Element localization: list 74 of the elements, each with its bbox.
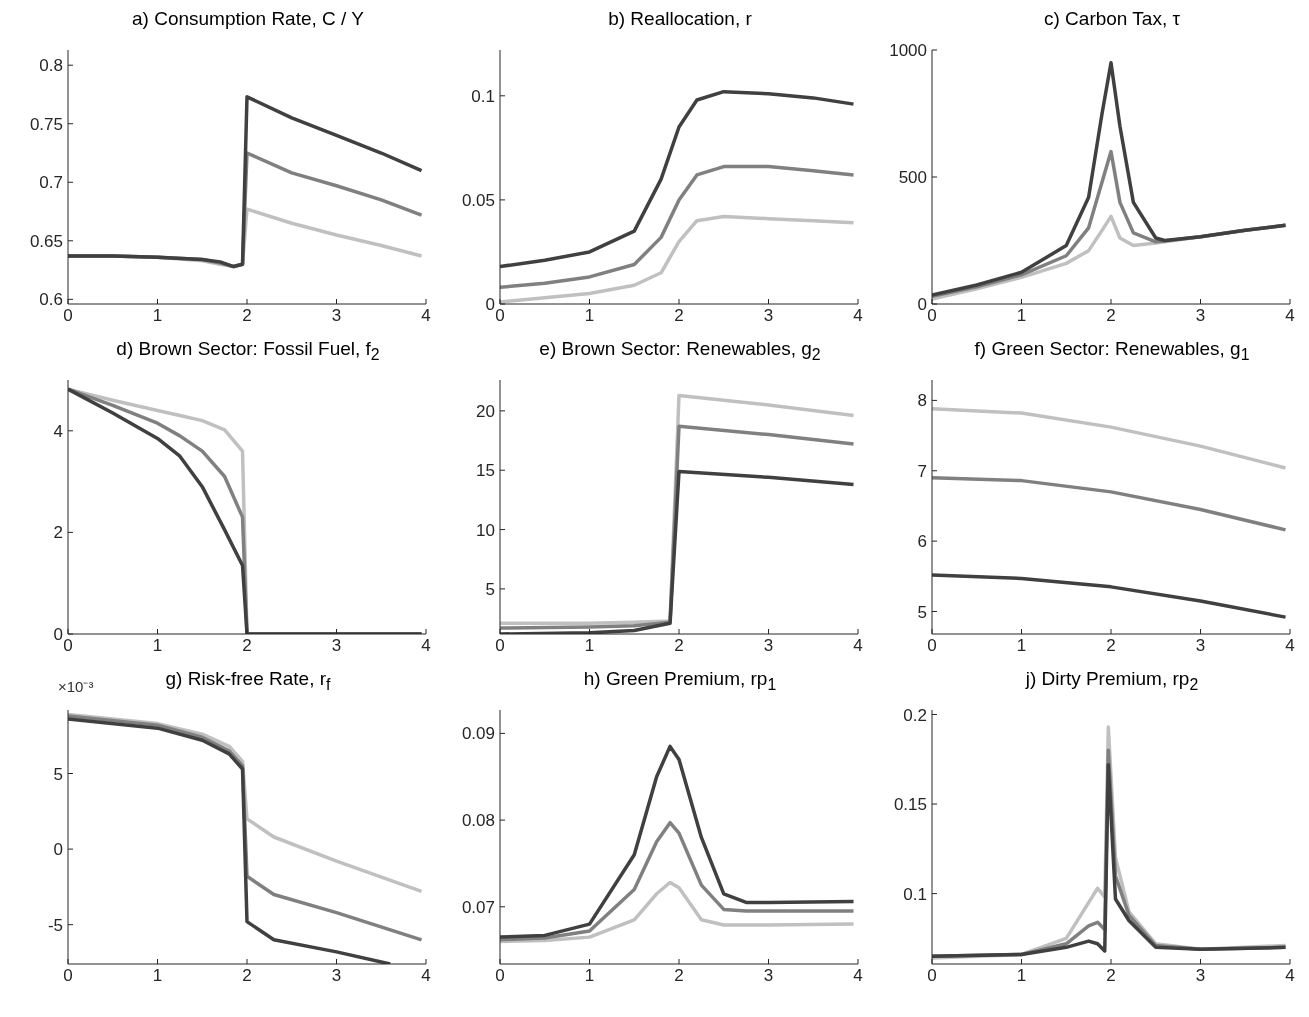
x-tick-label: 4 [853,306,863,326]
chart-title: j) Dirty Premium, rp$_{2}$ [1024,668,1200,695]
x-tick-label: 2 [1106,636,1116,656]
x-tick-label: 4 [853,636,863,656]
x-tick-label: 3 [763,306,774,326]
x-tick-label: 3 [763,966,774,986]
chart-title: f) Green Sector: Renewables, g$_{1}$ [973,338,1251,365]
x-tick-label: 3 [331,966,342,986]
chart-title: e) Brown Sector: Renewables, g$_{2}$ [538,338,822,365]
y-tick-label: 0.07 [461,897,495,917]
x-tick-label: 3 [1195,306,1206,326]
x-tick-label: 2 [242,966,252,986]
x-tick-label: 4 [421,966,431,986]
y-tick-label: 0.6 [39,290,63,310]
x-tick-label: 3 [763,636,774,656]
y-tick-label: 20 [476,401,495,421]
x-tick-label: 2 [1106,306,1116,326]
x-tick-label: 1 [584,306,595,326]
y-tick-label: 7 [917,461,927,481]
x-tick-label: 2 [242,306,252,326]
y-tick-label: 1000 [889,41,927,61]
x-tick-label: 3 [1195,636,1206,656]
x-tick-label: 3 [331,636,342,656]
x-tick-label: 1 [1016,636,1027,656]
y-tick-label: 0.15 [893,795,927,815]
x-tick-label: 1 [1016,966,1027,986]
y-tick-label: 4 [53,421,63,441]
y-tick-label: 0.65 [29,231,63,251]
chart-title: c) Carbon Tax, τ [1043,8,1181,31]
y-tick-label: 0.1 [471,86,495,106]
x-tick-label: 3 [1195,966,1206,986]
x-tick-label: 4 [1285,306,1295,326]
y-tick-label: 0.2 [903,705,927,725]
x-tick-label: 2 [674,966,684,986]
x-tick-label: 1 [1016,306,1027,326]
chart-title: b) Reallocation, r [607,8,753,31]
y-tick-label: 0.05 [461,190,495,210]
x-tick-label: 1 [152,636,163,656]
y-tick-label: 0.09 [461,724,495,744]
y-tick-label: 0.1 [903,884,927,904]
y-tick-label: -5 [47,915,63,935]
x-tick-label: 4 [421,306,431,326]
x-tick-label: 4 [421,636,431,656]
y-tick-label: 5 [485,579,495,599]
x-tick-label: 2 [674,306,684,326]
x-tick-label: 4 [1285,966,1295,986]
y-tick-label: 5 [917,602,927,622]
chart-title: a) Consumption Rate, C / Y [131,8,365,31]
y-tick-label: 0 [53,840,63,860]
x-tick-label: 1 [152,306,163,326]
x-tick-label: 4 [1285,636,1295,656]
chart-title: d) Brown Sector: Fossil Fuel, f$_{2}$ [115,338,381,365]
text: ×10⁻³ [58,677,94,696]
x-tick-label: 1 [152,966,163,986]
y-tick-label: 0.7 [39,173,63,193]
y-tick-label: 0.8 [39,56,63,76]
x-tick-label: 2 [1106,966,1116,986]
y-tick-label: 500 [898,168,927,188]
chart-title: g) Risk-free Rate, r$_{f}$ [165,668,331,693]
y-tick-label: 0.75 [29,114,63,134]
x-tick-label: 2 [242,636,252,656]
x-tick-label: 1 [584,636,595,656]
chart-title: h) Green Premium, rp$_{1}$ [582,668,778,695]
x-tick-label: 4 [853,966,863,986]
y-tick-label: 2 [53,523,63,543]
y-tick-label: 0.08 [461,811,495,831]
y-tick-label: 8 [917,391,927,411]
x-tick-label: 2 [674,636,684,656]
y-tick-label: 5 [53,764,63,784]
x-tick-label: 3 [331,306,342,326]
y-tick-label: 10 [476,520,495,540]
x-tick-label: 1 [584,966,595,986]
y-tick-label: 6 [917,532,927,552]
y-tick-label: 15 [476,461,495,481]
